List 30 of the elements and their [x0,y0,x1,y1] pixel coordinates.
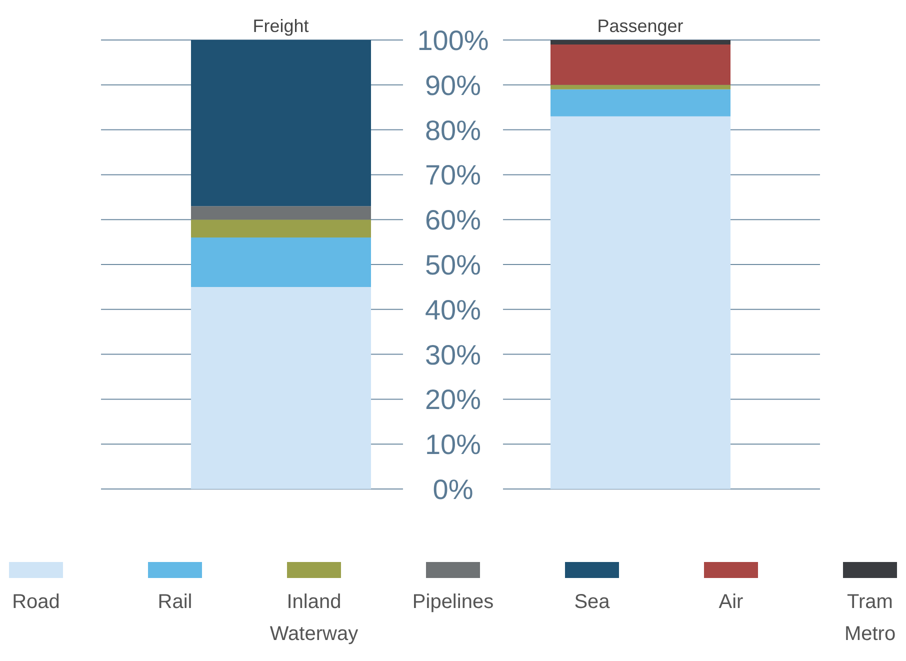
y-tick-label: 50% [424,250,482,280]
x-tick-label: Passenger [597,16,684,36]
bar [550,44,730,85]
y-tick-label: 80% [424,114,482,146]
y-tick-label: 20% [424,384,482,416]
bar [191,286,371,489]
legend-label: Rail [156,590,194,615]
y-tick-label: 40% [424,294,482,326]
y-tick-label: 90% [424,70,482,101]
bar [550,89,730,116]
y-tick-label: 10% [424,429,482,460]
y-tick-label: 100% [417,25,489,56]
x-tick-label: Freight [252,16,309,36]
bar [550,40,730,44]
legend-label: Air [718,590,744,615]
y-tick-label: 70% [424,160,482,191]
y-tick-label: 0% [432,474,474,505]
bar [191,238,371,287]
y-tick-label: 60% [424,204,482,236]
bar [191,40,371,206]
y-tick-label: 30% [424,339,482,370]
bar [191,220,371,238]
legend-label: Sea [573,590,611,615]
legend-label: Road [11,590,61,615]
bar [550,84,730,90]
legend-label: Tram Metro [843,590,897,647]
bar [191,206,371,220]
bar [550,116,730,489]
legend-label: Pipelines [411,590,495,615]
legend-label: Inland Waterway [268,590,360,647]
